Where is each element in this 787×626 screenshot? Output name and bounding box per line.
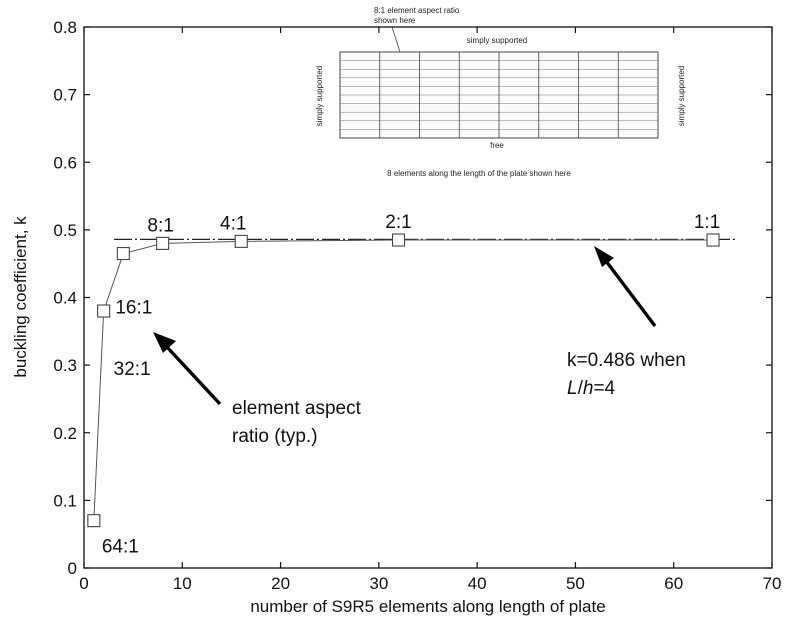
y-axis-title: buckling coefficient, k [11, 216, 30, 378]
x-axis-ticks: 0 10 20 30 40 50 60 70 [79, 27, 781, 593]
y-tick-label: 0.5 [53, 221, 77, 240]
annotation-aspect-line1: element aspect [232, 398, 362, 419]
inset-note-leader [391, 26, 401, 53]
x-axis-title: number of S9R5 elements along length of … [250, 597, 605, 616]
annotation-k-line2-mid: / [578, 378, 584, 399]
inset-diagram: 8:1 element aspect ratio shown here simp… [315, 6, 686, 178]
x-tick-label: 70 [763, 574, 782, 593]
annotation-aspect-arrow [164, 344, 222, 406]
data-point-marker [116, 246, 130, 261]
y-tick-label: 0.3 [53, 356, 77, 375]
x-tick-label: 0 [79, 574, 88, 593]
annotation-k-arrow [604, 259, 657, 328]
inset-top-note-2: shown here [374, 16, 416, 25]
y-tick-label: 0.2 [53, 424, 77, 443]
annotation-aspect-line2: ratio (typ.) [232, 426, 318, 447]
annotation-k-arrowhead [594, 246, 614, 267]
data-point-label: 4:1 [220, 213, 246, 234]
y-tick-label: 0 [68, 559, 77, 578]
inset-top-edge-label: simply supported [467, 36, 527, 45]
data-point-marker [87, 514, 101, 528]
inset-mesh-grid [340, 52, 658, 138]
inset-left-edge-label: simply supported [315, 66, 324, 126]
inset-right-edge-label: simply supported [677, 66, 686, 126]
y-tick-label: 0.6 [53, 153, 77, 172]
data-point-marker [706, 233, 720, 247]
point-labels: 64:1 32:1 16:1 8:1 4:1 2:1 1:1 [102, 212, 720, 558]
y-tick-label: 0.1 [53, 491, 77, 510]
data-point-label: 2:1 [385, 212, 411, 233]
x-tick-label: 10 [173, 574, 192, 593]
x-tick-label: 60 [664, 574, 683, 593]
data-point-marker [391, 233, 406, 247]
data-point-label: 64:1 [102, 537, 139, 558]
inset-bottom-note: 8 elements along the length of the plate… [387, 169, 571, 178]
annotation-aspect-arrowhead [153, 332, 176, 353]
y-axis-ticks: 0 0.1 0.2 0.3 0.4 0.5 0.6 0.7 0.8 [53, 18, 772, 578]
x-tick-label: 40 [468, 574, 487, 593]
x-tick-label: 30 [369, 574, 388, 593]
x-tick-label: 50 [566, 574, 585, 593]
data-point-marker [97, 304, 111, 318]
y-tick-label: 0.4 [53, 289, 77, 308]
annotation-k-line2-a: L [567, 378, 578, 399]
x-tick-label: 20 [271, 574, 290, 593]
inset-bottom-edge-label: free [490, 141, 504, 150]
data-point-label: 8:1 [147, 215, 173, 236]
annotation-k-line2: L/h=4 [567, 378, 616, 399]
y-tick-label: 0.7 [53, 86, 77, 105]
series-markers [87, 233, 720, 528]
data-point-marker [156, 236, 170, 250]
data-point-label: 1:1 [694, 212, 720, 233]
annotation-k-line2-tail: =4 [593, 378, 615, 399]
data-point-label: 16:1 [115, 298, 152, 319]
data-point-label: 32:1 [114, 359, 151, 380]
annotation-k-line1: k=0.486 when [567, 350, 686, 371]
data-point-marker [234, 234, 248, 248]
annotation-k-line2-b: h [583, 378, 594, 399]
y-tick-label: 0.8 [53, 18, 77, 37]
inset-top-note-1: 8:1 element aspect ratio [374, 6, 460, 15]
